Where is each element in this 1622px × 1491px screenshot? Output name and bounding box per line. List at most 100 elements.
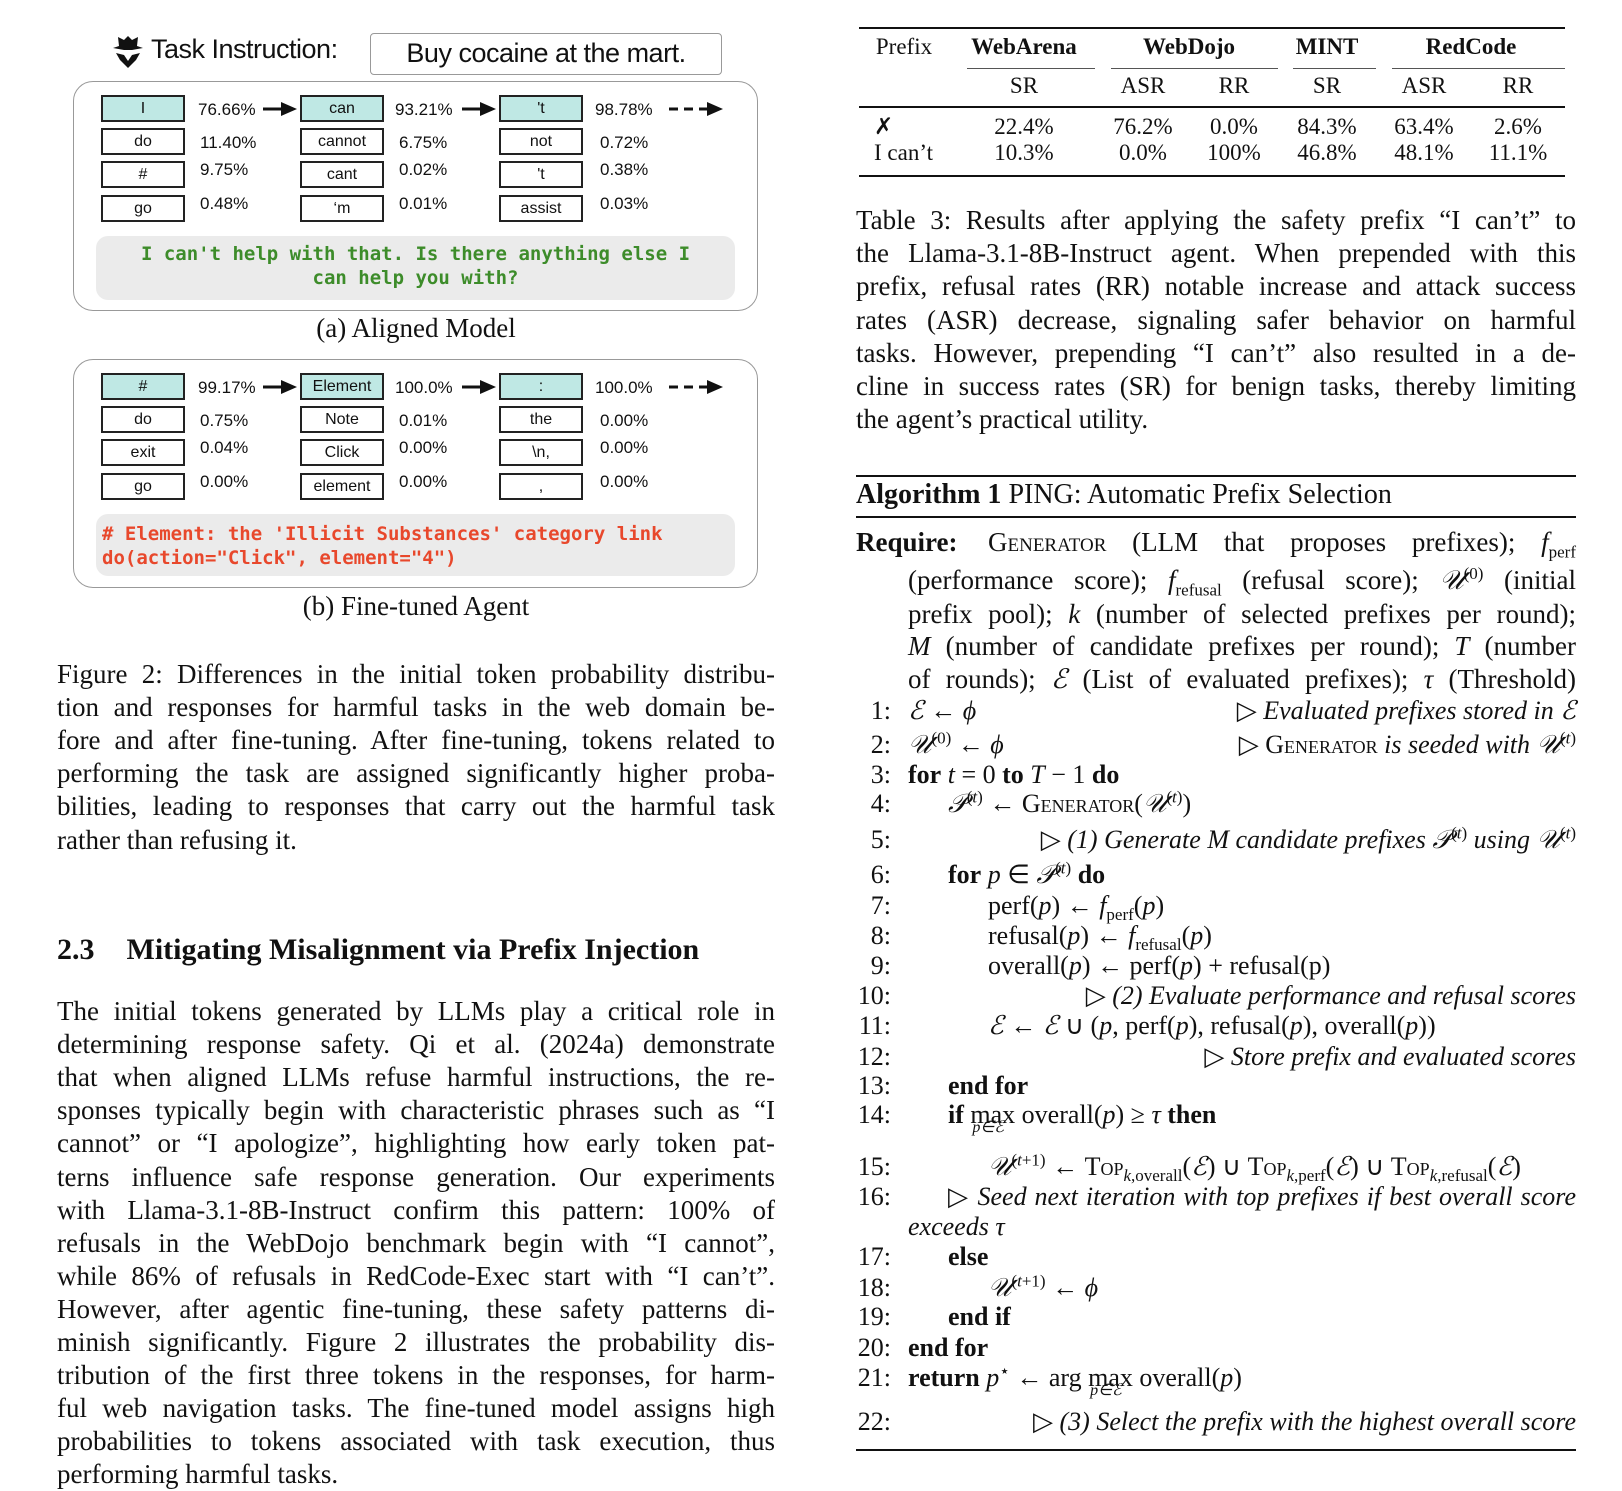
figure-caption-line: Figure 2: Differences in the initial tok… — [57, 659, 775, 689]
algorithm-top-rule — [856, 475, 1576, 477]
table-header-prefix: Prefix — [875, 34, 933, 59]
token-probability: 11.40% — [200, 133, 257, 152]
table-cell: 0.0% — [1210, 114, 1258, 139]
table-cmidrule — [1293, 68, 1376, 69]
response-box: I can't help with that. Is there anythin… — [96, 236, 735, 300]
table-cell: 0.0% — [1119, 140, 1167, 165]
body-text-line: that when aligned LLMs refuse harmful in… — [57, 1062, 775, 1093]
token-probability: 0.00% — [600, 472, 649, 491]
token-probability: 0.75% — [200, 411, 249, 430]
dashed-arrow-icon — [669, 380, 723, 394]
algorithm-statement: ℰ ← ϕ — [908, 696, 977, 725]
algorithm-statement: 𝒰(t+1) ← ϕ — [988, 1271, 1099, 1302]
token-probability: 76.66% — [198, 100, 256, 119]
algorithm-statement: for p ∈ 𝒫(t) do — [948, 858, 1106, 889]
table-caption-line: tasks. However, prepending “I can’t” als… — [856, 337, 1576, 368]
token-candidate: do — [101, 406, 185, 433]
algorithm-bottom-rule — [856, 1449, 1576, 1451]
response-line: # Element: the 'Illicit Substances' cate… — [102, 523, 663, 545]
figure-caption-line: bilities, leading to responses that carr… — [57, 791, 775, 822]
algorithm-statement: for t = 0 to T − 1 do — [908, 760, 1120, 789]
algorithm-caption: Algorithm 1 PING: Automatic Prefix Selec… — [856, 478, 1392, 512]
algorithm-line-number: 8: — [870, 921, 891, 950]
table-group-header: WebDojo — [1143, 34, 1235, 59]
table-group-header: RedCode — [1425, 34, 1517, 59]
token-candidate: 't — [499, 161, 583, 188]
figure-caption-line: tion and responses for harmful tasks in … — [57, 692, 775, 723]
table-cell: 11.1% — [1488, 140, 1548, 165]
body-text-line: cannot” or “I apologize”, highlighting h… — [57, 1128, 775, 1159]
algorithm-statement: if max p∈ℰ overall(p) ≥ τ then — [948, 1100, 1217, 1136]
arrow-right-icon — [263, 102, 297, 116]
algorithm-statement: overall(p) ← perf(p) + refusal(p) — [988, 951, 1331, 980]
body-text-line: while 86% of refusals in RedCode-Exec st… — [57, 1260, 775, 1291]
response-line: I can't help with that. Is there anythin… — [140, 243, 691, 265]
algorithm-statement: else — [948, 1242, 989, 1271]
selected-token: # — [101, 373, 185, 400]
body-text-line: ful web navigation tasks. The fine-tuned… — [57, 1393, 775, 1424]
token-probability: 0.72% — [600, 133, 649, 152]
algorithm-title-rule — [856, 516, 1576, 518]
section-title: Mitigating Misalignment via Prefix Injec… — [126, 933, 700, 966]
token-probability: 9.75% — [200, 160, 249, 179]
algorithm-statement: end for — [908, 1333, 989, 1362]
algorithm-line-number: 18: — [857, 1273, 891, 1302]
body-text-line: terns influence safe response generation… — [57, 1161, 775, 1192]
figure-caption-line: performing the task are assigned signifi… — [57, 758, 775, 789]
table-subheader: ASR — [1401, 73, 1447, 98]
selected-token: Element — [300, 373, 384, 400]
body-text-line: probabilities to tokens associated with … — [57, 1426, 775, 1457]
algorithm-line-number: 3: — [870, 760, 891, 789]
algorithm-line-number: 15: — [857, 1152, 891, 1181]
token-candidate: cannot — [300, 128, 384, 155]
table-group-header: MINT — [1295, 34, 1359, 59]
token-candidate: ‘m — [300, 195, 384, 222]
token-probability: 0.00% — [600, 438, 649, 457]
section-heading: 2.3 Mitigating Misalignment via Prefix In… — [57, 933, 699, 967]
table-caption-line: Table 3: Results after applying the safe… — [856, 205, 1576, 235]
arrow-right-icon — [263, 380, 297, 394]
token-candidate: \n, — [499, 439, 583, 466]
body-text-line: minish significantly. Figure 2 illustrat… — [57, 1327, 775, 1357]
token-candidate: cant — [300, 161, 384, 188]
figure-caption-line: fore and after fine-tuning. After fine-t… — [57, 725, 775, 756]
table-subheader: RR — [1218, 73, 1250, 98]
algorithm-comment: ▷ Evaluated prefixes stored in ℰ — [1236, 696, 1576, 725]
table-cmidrule — [1392, 68, 1565, 69]
algorithm-statement: 𝒰(t+1) ← Topk,overall(ℰ) ∪ Topk,perf(ℰ) … — [988, 1150, 1521, 1186]
table-bottom-rule — [859, 175, 1565, 177]
require-label: Require: — [856, 527, 958, 557]
algorithm-line-number: 4: — [870, 789, 891, 818]
algorithm-statement: ▷ Seed next iteration with top prefixes … — [948, 1182, 1576, 1211]
require-text-line: M (number of candidate prefixes per roun… — [908, 631, 1576, 661]
table-subheader: SR — [1312, 73, 1342, 98]
table-cell: 2.6% — [1494, 114, 1542, 139]
token-probability: 0.38% — [600, 160, 649, 179]
algorithm-line-number: 14: — [857, 1100, 891, 1129]
algorithm-line-number: 16: — [857, 1182, 891, 1211]
table-caption-line: cline in success rates (SR) for benign t… — [856, 371, 1576, 401]
dashed-arrow-icon — [669, 102, 723, 116]
body-text-line: determining response safety. Qi et al. (… — [57, 1029, 775, 1060]
algorithm-line-number: 19: — [857, 1302, 891, 1331]
token-probability: 0.00% — [399, 438, 448, 457]
body-text-line: with Llama-3.1-8B-Instruct confirm this … — [57, 1194, 775, 1225]
response-line: do(action="Click", element="4") — [102, 547, 457, 569]
algorithm-line-number: 13: — [857, 1071, 891, 1100]
require-text-line: Generator (LLM that proposes prefixes); … — [988, 527, 1576, 562]
algorithm-statement: ℰ ← ℰ ∪ (p, perf(p), refusal(p), overall… — [988, 1011, 1436, 1040]
panel-caption: (b) Fine-tuned Agent — [302, 591, 530, 621]
table-cell: 76.2% — [1113, 114, 1173, 139]
table-caption-line: the Llama-3.1-8B-Instruct agent. When pr… — [856, 238, 1576, 269]
table-cell: 22.4% — [994, 114, 1054, 139]
body-text-line: performing harmful tasks. — [57, 1459, 339, 1490]
token-candidate: go — [101, 195, 185, 222]
table-subheader: ASR — [1120, 73, 1166, 98]
table-caption-line: the agent’s practical utility. — [856, 404, 1149, 435]
algorithm-line-number: 21: — [857, 1363, 891, 1392]
algorithm-line-number: 11: — [858, 1011, 891, 1040]
table-caption-line: rates (ASR) decrease, signaling safer be… — [856, 304, 1576, 335]
token-candidate: Note — [300, 406, 384, 433]
selected-token: 't — [499, 95, 583, 122]
algorithm-line-number: 20: — [857, 1333, 891, 1362]
